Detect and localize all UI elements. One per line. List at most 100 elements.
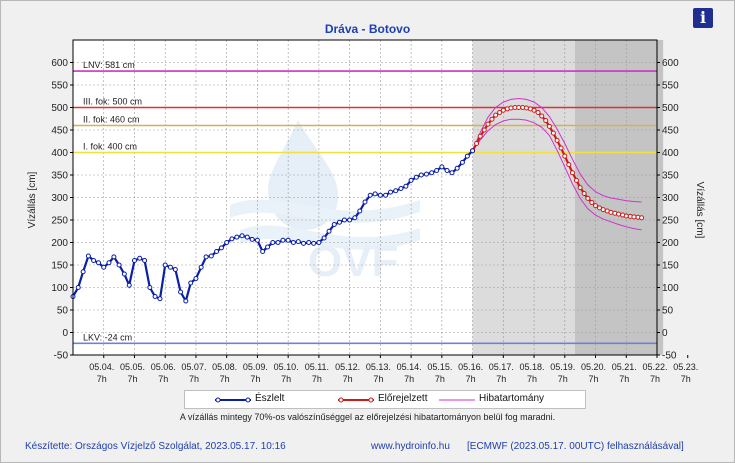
forecast-point bbox=[554, 137, 560, 143]
observed-point bbox=[321, 235, 327, 241]
observed-point bbox=[383, 192, 389, 198]
y-tick-label-right: 550 bbox=[662, 81, 679, 92]
observed-point bbox=[203, 254, 209, 260]
y-tick-label-left: 250 bbox=[51, 216, 68, 227]
observed-point bbox=[172, 267, 178, 272]
observed-point bbox=[244, 234, 250, 240]
observed-point bbox=[249, 236, 255, 242]
chart-title: Dráva - Botovo bbox=[324, 22, 411, 36]
x-tick-hour-label: 7h bbox=[435, 374, 445, 384]
forecast-point bbox=[477, 133, 483, 139]
y-tick-label-left: 50 bbox=[57, 306, 69, 317]
observed-point bbox=[362, 199, 368, 205]
forecast-point bbox=[569, 170, 575, 176]
footer-credit: Készítette: Országos Vízjelző Szolgálat,… bbox=[25, 441, 286, 452]
observed-point bbox=[357, 208, 363, 214]
x-tick-date-label: 05.22. bbox=[642, 362, 667, 372]
forecast-point bbox=[546, 123, 552, 129]
observed-point bbox=[454, 165, 460, 171]
y-tick-label-right: 600 bbox=[662, 58, 679, 69]
observed-point bbox=[367, 192, 373, 198]
y-tick-label-right: 50 bbox=[662, 306, 674, 317]
observed-point bbox=[218, 245, 224, 251]
forecast-point bbox=[539, 113, 545, 119]
x-tick-hour-label: 7h bbox=[373, 374, 383, 384]
band-lower-line bbox=[472, 118, 642, 231]
x-tick-date-label: 05.16. bbox=[458, 362, 483, 372]
x-tick-date-label: 05.05. bbox=[120, 362, 145, 372]
footer-website-link[interactable]: www.hydroinfo.hu bbox=[371, 441, 450, 452]
observed-point bbox=[439, 164, 445, 170]
observed-point bbox=[275, 240, 281, 245]
x-tick-date-label: 05.18. bbox=[520, 362, 545, 372]
forecast-point bbox=[516, 105, 522, 110]
observed-point bbox=[121, 271, 127, 277]
legend-forecast-label: Előrejelzett bbox=[378, 393, 428, 404]
observed-point bbox=[413, 174, 419, 180]
observed-point bbox=[142, 258, 148, 263]
x-tick-date-label: 05.14. bbox=[397, 362, 422, 372]
info-icon[interactable]: i bbox=[693, 8, 713, 28]
y-tick-label-left: 600 bbox=[51, 58, 68, 69]
x-tick-date-label: 05.21. bbox=[612, 362, 637, 372]
x-tick-hour-label: 7h bbox=[343, 374, 353, 384]
y-tick-label-left: 500 bbox=[51, 103, 68, 114]
y-tick-label-left: 200 bbox=[51, 238, 68, 249]
observed-point bbox=[459, 159, 465, 165]
forecast-point bbox=[631, 214, 637, 220]
forecast-point bbox=[600, 207, 606, 213]
x-tick-date-label: 05.15. bbox=[427, 362, 452, 372]
observed-point bbox=[316, 240, 322, 245]
legend-band-label: Hibatartomány bbox=[479, 393, 545, 404]
observed-point bbox=[91, 258, 97, 263]
observed-point bbox=[326, 228, 332, 234]
observed-point bbox=[429, 170, 435, 176]
x-tick-hour-label: 7h bbox=[466, 374, 476, 384]
observed-point bbox=[96, 260, 102, 266]
x-tick-hour-label: 7h bbox=[681, 374, 691, 384]
observed-point bbox=[178, 289, 184, 295]
observed-point bbox=[152, 294, 158, 299]
observed-point bbox=[341, 217, 347, 223]
x-tick-hour-label: 7h bbox=[496, 374, 506, 384]
observed-point bbox=[137, 255, 143, 261]
forecast-point bbox=[497, 109, 503, 115]
observed-point bbox=[393, 188, 399, 194]
observed-point bbox=[106, 260, 112, 266]
x-tick-date-label: 05.19. bbox=[550, 362, 575, 372]
y-tick-label-right: 500 bbox=[662, 103, 679, 114]
band-upper-line bbox=[472, 97, 642, 203]
observed-point bbox=[470, 148, 476, 154]
legend-forecast-swatch bbox=[338, 397, 374, 403]
observed-point bbox=[224, 240, 230, 245]
x-tick-date-label: 05.08. bbox=[212, 362, 237, 372]
observed-point bbox=[214, 249, 220, 254]
x-tick-date-label: 05.07. bbox=[181, 362, 206, 372]
x-tick-hour-label: 7h bbox=[650, 374, 660, 384]
observed-point bbox=[434, 168, 440, 173]
observed-point bbox=[295, 239, 301, 245]
observed-point bbox=[208, 253, 214, 259]
observed-point bbox=[101, 264, 107, 270]
forecast-point bbox=[474, 141, 480, 146]
y-tick-label-left: 100 bbox=[51, 283, 68, 294]
observed-point bbox=[229, 236, 235, 242]
forecast-point bbox=[493, 112, 499, 118]
forecast-point bbox=[531, 107, 537, 113]
forecast-point bbox=[566, 162, 572, 168]
forecast-point bbox=[500, 107, 506, 113]
y-tick-label-left: 350 bbox=[51, 171, 68, 182]
x-tick-hour-label: 7h bbox=[250, 374, 260, 384]
y-tick-label-right: 300 bbox=[662, 193, 679, 204]
observed-point bbox=[188, 280, 194, 286]
observed-point bbox=[423, 171, 429, 177]
x-tick-hour-label: 7h bbox=[97, 374, 107, 384]
x-tick-date-label: 05.06. bbox=[151, 362, 176, 372]
legend: Észlelt Előrejelzett Hibatartomány bbox=[184, 390, 586, 409]
y-tick-label-right: 150 bbox=[662, 261, 679, 272]
footer-model-note: [ECMWF (2023.05.17. 00UTC) felhasználásá… bbox=[467, 441, 684, 452]
observed-point bbox=[398, 186, 404, 191]
x-tick-date-label: 05.09. bbox=[243, 362, 268, 372]
forecast-point bbox=[573, 177, 579, 183]
x-tick-date-label: 05.04. bbox=[89, 362, 114, 372]
